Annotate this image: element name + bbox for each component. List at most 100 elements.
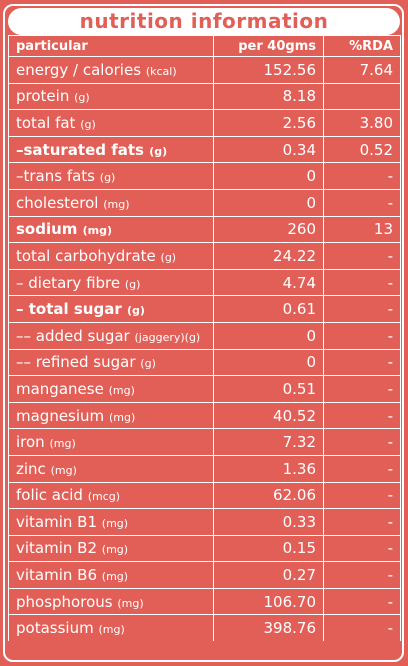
nutrient-rda: -	[323, 534, 401, 563]
nutrient-value: 8.18	[213, 82, 324, 111]
nutrient-name-cell: potassium (mg)	[8, 614, 214, 642]
table-row: iron (mg) 7.32-	[8, 428, 401, 456]
nutrient-unit: (mg)	[98, 623, 125, 637]
nutrient-unit: (mg)	[101, 543, 129, 557]
nutrient-unit: (mg)	[50, 463, 77, 477]
nutrient-name-cell: vitamin B2 (mg)	[8, 534, 214, 563]
nutrient-name-cell: cholesterol (mg)	[8, 188, 214, 217]
nutrient-rda: -	[323, 587, 401, 616]
table-row: –– added sugar (jaggery)(g) 0-	[8, 321, 401, 350]
nutrient-unit: (mg)	[101, 516, 129, 530]
nutrient-label: –saturated fats	[16, 140, 144, 159]
nutrient-rda	[323, 82, 401, 111]
nutrient-label: – dietary fibre	[16, 273, 121, 292]
nutrient-unit: (kcal)	[145, 64, 177, 78]
nutrient-unit: (mg)	[49, 437, 76, 451]
nutrient-name-cell: –– added sugar (jaggery)(g)	[8, 321, 214, 350]
nutrient-value: 1.36	[213, 454, 324, 483]
nutrient-name-cell: – dietary fibre (g)	[8, 268, 214, 297]
table-row: –saturated fats (g) 0.34 0.52	[8, 135, 401, 164]
nutrient-name-cell: vitamin B6 (mg)	[8, 561, 214, 589]
nutrient-name-cell: protein (g)	[8, 82, 214, 111]
nutrient-value: 398.76	[213, 614, 324, 642]
table-row: sodium (mg) 260 13	[8, 215, 401, 244]
nutrient-name-cell: sodium (mg)	[8, 215, 214, 244]
nutrient-name-cell: –saturated fats (g)	[8, 135, 214, 164]
nutrient-unit: (jaggery)(g)	[134, 330, 201, 344]
nutrient-rda: -	[323, 614, 401, 642]
table-row: cholesterol (mg) 0-	[8, 188, 401, 217]
nutrient-value: 40.52	[213, 401, 324, 430]
nutrient-unit: (g)	[80, 117, 96, 131]
nutrient-rda: -	[323, 401, 401, 430]
nutrient-name-cell: vitamin B1 (mg)	[8, 508, 214, 536]
nutrient-value: 0.27	[213, 561, 324, 589]
nutrient-value: 0.15	[213, 534, 324, 563]
nutrient-value: 0.34	[213, 135, 324, 164]
header-row: particular per 40gms %RDA	[8, 35, 401, 57]
nutrient-value: 4.74	[213, 268, 324, 297]
nutrient-name-cell: phosphorous (mg)	[8, 587, 214, 616]
nutrient-rda: 0.52	[323, 135, 401, 164]
nutrient-rda: -	[323, 428, 401, 456]
table-row: total carbohydrate (g) 24.22-	[8, 242, 401, 270]
nutrient-rda: -	[323, 162, 401, 190]
nutrient-unit: (g)	[99, 171, 116, 185]
nutrient-label: vitamin B2	[16, 539, 98, 558]
nutrient-value: 106.70	[213, 587, 324, 616]
nutrient-label: vitamin B6	[16, 566, 98, 585]
nutrient-label: total carbohydrate	[16, 246, 156, 265]
nutrient-name-cell: iron (mg)	[8, 428, 214, 456]
nutrient-unit: (mg)	[117, 596, 144, 610]
nutrient-value: 0	[213, 348, 324, 377]
nutrient-rda: 3.80	[323, 109, 401, 137]
nutrient-label: manganese	[16, 379, 104, 398]
nutrient-value: 0	[213, 162, 324, 190]
nutrient-label: –– refined sugar	[16, 353, 136, 372]
nutrient-value: 62.06	[213, 481, 324, 510]
nutrient-value: 0	[213, 188, 324, 217]
nutrient-unit: (mg)	[108, 383, 135, 397]
nutrient-label: – total sugar	[16, 300, 122, 319]
nutrient-name-cell: –trans fats (g)	[8, 162, 214, 190]
table-row: – total sugar (g) 0.61-	[8, 295, 401, 323]
nutrient-unit: (g)	[74, 91, 90, 105]
nutrient-value: 260	[213, 215, 324, 244]
table-row: – dietary fibre (g) 4.74-	[8, 268, 401, 297]
nutrient-name-cell: total carbohydrate (g)	[8, 242, 214, 270]
table-row: folic acid (mcg) 62.06-	[8, 481, 401, 510]
panel-border	[3, 4, 404, 662]
table-row: –– refined sugar (g) 0-	[8, 348, 401, 377]
nutrient-value: 0.51	[213, 375, 324, 403]
nutrient-label: vitamin B1	[16, 512, 98, 531]
nutrient-label: potassium	[16, 619, 94, 638]
nutrient-label: phosphorous	[16, 592, 113, 611]
nutrient-unit: (mg)	[108, 410, 136, 424]
nutrient-unit: (g)	[126, 304, 145, 318]
nutrient-name-cell: zinc (mg)	[8, 454, 214, 483]
nutrient-label: zinc	[16, 459, 46, 478]
nutrient-rda: -	[323, 348, 401, 377]
panel-title: nutrition information	[8, 8, 400, 35]
nutrition-table: particular per 40gms %RDA energy / calor…	[8, 35, 401, 642]
table-row: zinc (mg) 1.36-	[8, 454, 401, 483]
table-row: energy / calories (kcal) 152.56 7.64	[8, 56, 401, 84]
nutrient-name-cell: magnesium (mg)	[8, 401, 214, 430]
nutrient-value: 152.56	[213, 56, 324, 84]
table-row: manganese (mg) 0.51-	[8, 375, 401, 403]
nutrient-rda: -	[323, 561, 401, 589]
nutrient-label: cholesterol	[16, 193, 99, 212]
table-row: phosphorous (mg) 106.70-	[8, 587, 401, 616]
nutrient-label: –– added sugar	[16, 326, 130, 345]
nutrient-unit: (mcg)	[87, 490, 121, 504]
nutrient-name-cell: – total sugar (g)	[8, 295, 214, 323]
nutrient-rda: -	[323, 481, 401, 510]
nutrient-label: total fat	[16, 113, 76, 132]
nutrient-name-cell: folic acid (mcg)	[8, 481, 214, 510]
nutrient-label: folic acid	[16, 486, 83, 505]
nutrient-name-cell: –– refined sugar (g)	[8, 348, 214, 377]
table-row: magnesium (mg) 40.52-	[8, 401, 401, 430]
nutrient-unit: (mg)	[101, 570, 129, 584]
nutrient-label: sodium	[16, 220, 78, 239]
